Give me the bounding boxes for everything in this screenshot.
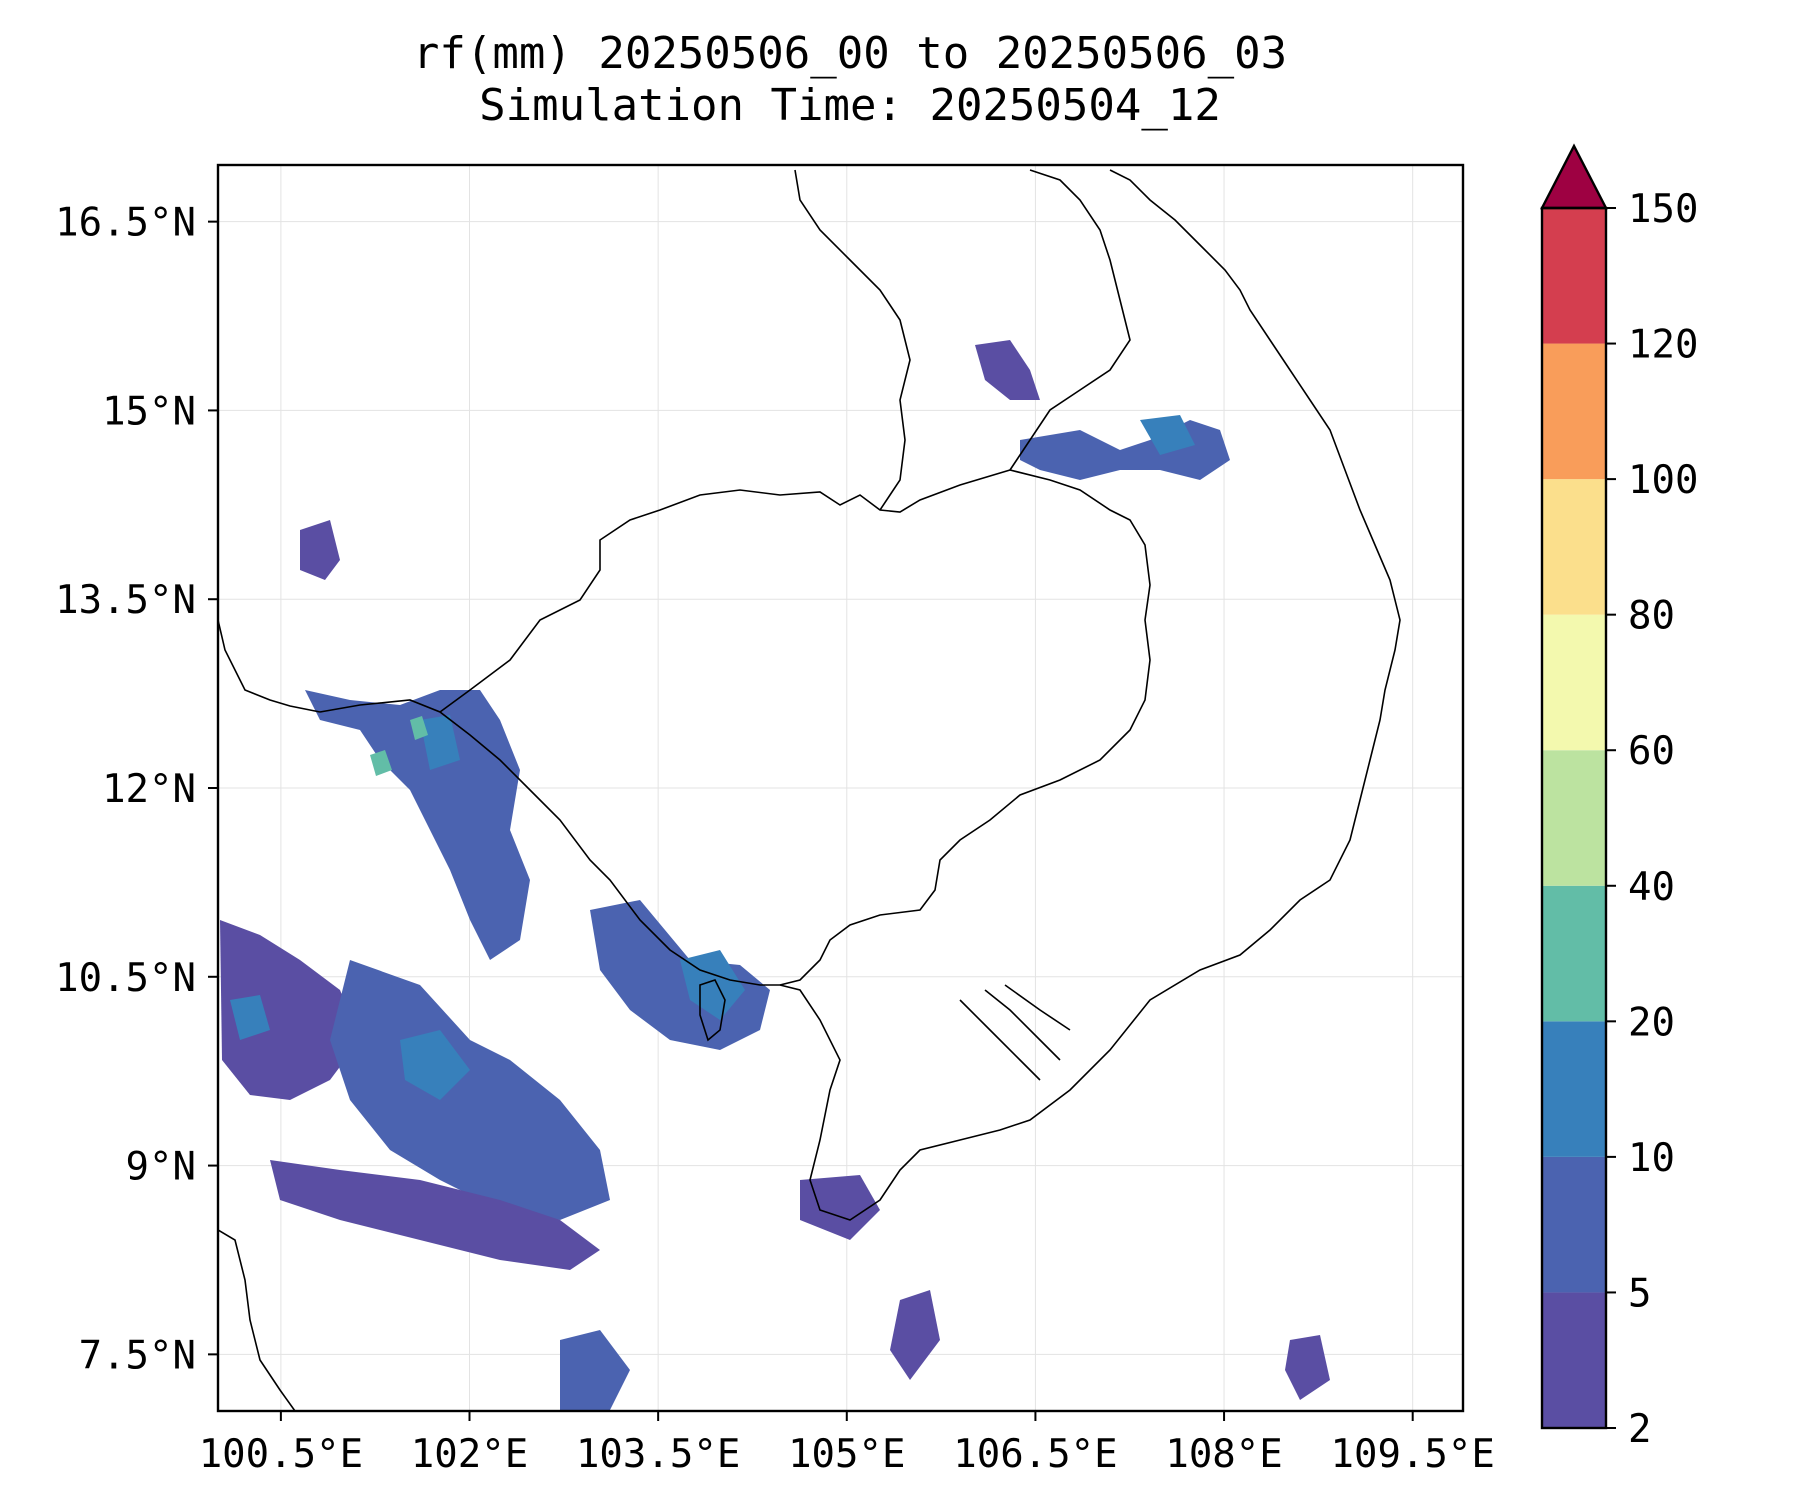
- x-tick-label: 109.5°E: [1331, 1432, 1495, 1477]
- colorbar-tick-label: 40: [1628, 865, 1675, 910]
- y-axis-ticks: 16.5°N 15°N 13.5°N 12°N 10.5°N 9°N 7.5°N: [55, 201, 218, 1378]
- colorbar-tick-label: 120: [1628, 323, 1698, 368]
- rain-area-gulf-center: [330, 960, 610, 1220]
- rain-area-east-sea: [1285, 1335, 1330, 1400]
- rain-core-heavy-3: [1140, 415, 1195, 455]
- rain-core-peak-2: [410, 716, 428, 740]
- border-thailand-cambodia: [439, 469, 1011, 713]
- colorbar-segment: [1542, 1156, 1606, 1293]
- coastline-phu-quoc: [699, 979, 726, 1042]
- rain-area-gulf-west: [220, 920, 360, 1100]
- border-laos-vietnam: [1009, 169, 1131, 471]
- chart-title: rf(mm) 20250506_00 to 20250506_03: [412, 28, 1288, 79]
- y-tick-label: 9°N: [126, 1145, 196, 1190]
- colorbar-segment: [1542, 885, 1606, 1022]
- rain-area-gulf-mouth: [560, 1330, 630, 1410]
- colorbar-segment: [1542, 750, 1606, 886]
- coastline-gulf-thailand-west: [218, 619, 321, 713]
- rain-core-peak-1: [370, 750, 392, 776]
- rain-area-thai-west: [300, 520, 340, 580]
- x-tick-label: 100.5°E: [199, 1432, 363, 1477]
- coastline-mekong-delta: [959, 984, 1071, 1081]
- rain-core-heavy-2: [400, 1030, 470, 1100]
- colorbar-segment: [1542, 614, 1606, 751]
- border-cambodia-vietnam: [779, 469, 1151, 986]
- colorbar-segment: [1542, 1292, 1606, 1428]
- coastlines-and-borders: [218, 169, 1401, 1411]
- colorbar: 2 5 10 20 40 60 80 100 120 150: [1540, 143, 1698, 1452]
- border-laos-cambodia: [794, 169, 911, 511]
- colorbar-tick-label: 5: [1628, 1271, 1651, 1316]
- colorbar-tick-label: 2: [1628, 1407, 1651, 1452]
- coastline-gulf-thailand-east: [319, 169, 1401, 1221]
- y-tick-label: 7.5°N: [79, 1333, 196, 1378]
- colorbar-tick-label: 20: [1628, 1000, 1675, 1045]
- rainfall-layer: [220, 340, 1330, 1410]
- x-tick-label: 102°E: [411, 1432, 528, 1477]
- y-tick-label: 10.5°N: [55, 956, 196, 1001]
- rain-core-heavy-4: [230, 995, 270, 1040]
- rain-area-laos-upper: [975, 340, 1040, 400]
- rain-area-southern-sea: [800, 1175, 880, 1240]
- colorbar-tick-label: 80: [1628, 594, 1675, 639]
- x-tick-label: 108°E: [1165, 1432, 1282, 1477]
- chart-subtitle: Simulation Time: 20250504_12: [479, 80, 1221, 131]
- y-tick-label: 15°N: [102, 389, 196, 434]
- y-tick-label: 12°N: [102, 767, 196, 812]
- colorbar-segment: [1542, 208, 1606, 344]
- rain-core-heavy-5: [420, 715, 460, 770]
- gridlines: [218, 165, 1463, 1411]
- x-tick-label: 106.5°E: [953, 1432, 1117, 1477]
- y-tick-label: 16.5°N: [55, 201, 196, 246]
- colorbar-segment: [1542, 343, 1606, 480]
- colorbar-tick-label: 100: [1628, 458, 1698, 503]
- rain-area-mid-sea: [890, 1290, 940, 1380]
- x-tick-label: 105°E: [788, 1432, 905, 1477]
- colorbar-tick-label: 150: [1628, 187, 1698, 232]
- x-axis-ticks: 100.5°E 102°E 103.5°E 105°E 106.5°E 108°E 109.…: [199, 1411, 1495, 1477]
- colorbar-segment: [1542, 479, 1606, 615]
- colorbar-ticks: 2 5 10 20 40 60 80 100 120 150: [1606, 187, 1698, 1452]
- rain-area-trat-coast: [305, 690, 530, 960]
- rain-area-gulf-south: [270, 1160, 600, 1270]
- colorbar-frame: [1540, 206, 1608, 1430]
- colorbar-segments: [1542, 208, 1606, 1428]
- coastline-malay-peninsula: [218, 1229, 296, 1411]
- title-block: rf(mm) 20250506_00 to 20250506_03 Simula…: [0, 28, 1700, 132]
- colorbar-segment: [1542, 1021, 1606, 1157]
- colorbar-extend-triangle: [1540, 143, 1608, 210]
- y-tick-label: 13.5°N: [55, 578, 196, 623]
- colorbar-tick-label: 60: [1628, 729, 1675, 774]
- colorbar-tick-label: 10: [1628, 1136, 1675, 1181]
- x-tick-label: 103.5°E: [576, 1432, 740, 1477]
